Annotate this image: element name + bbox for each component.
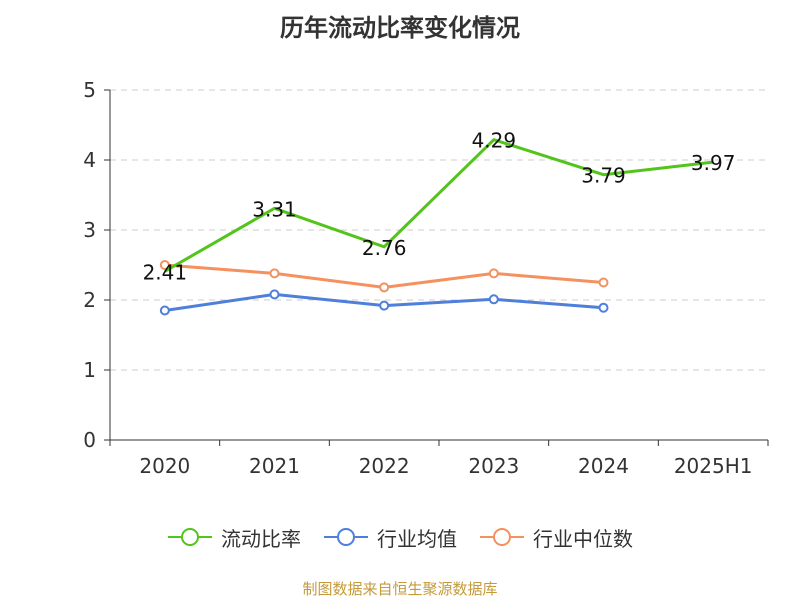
legend-item-industry-average[interactable]: 行业均值 xyxy=(323,523,457,552)
x-tick-label: 2022 xyxy=(359,454,410,478)
series-line xyxy=(164,138,714,273)
data-label: 3.97 xyxy=(691,151,736,175)
y-tick-label: 3 xyxy=(83,218,96,242)
source-note: 制图数据来自恒生聚源数据库 xyxy=(302,580,498,598)
data-label: 2.76 xyxy=(362,236,407,260)
legend-item-industry-median[interactable]: 行业中位数 xyxy=(479,523,633,552)
data-label: 2.41 xyxy=(143,260,188,284)
y-tick-label: 2 xyxy=(83,288,96,312)
x-tick-label: 2021 xyxy=(249,454,300,478)
data-point xyxy=(269,289,280,300)
y-tick-label: 4 xyxy=(83,148,96,172)
legend-line-icon xyxy=(168,528,212,546)
data-label: 3.31 xyxy=(252,197,297,221)
legend: 流动比率 行业均值 行业中位数 xyxy=(0,520,800,554)
data-label: 3.79 xyxy=(581,164,626,188)
data-point xyxy=(269,268,280,279)
x-tick-label: 2024 xyxy=(578,454,629,478)
data-label: 4.29 xyxy=(472,129,517,153)
legend-label: 行业均值 xyxy=(377,526,457,551)
data-point xyxy=(379,300,390,311)
legend-item-current-ratio[interactable]: 流动比率 xyxy=(167,523,301,552)
y-tick-label: 0 xyxy=(83,428,96,452)
data-point xyxy=(159,305,170,316)
legend-line-icon xyxy=(324,528,368,546)
data-point xyxy=(379,282,390,293)
legend-label: 行业中位数 xyxy=(533,526,633,551)
data-point xyxy=(598,302,609,313)
legend-label: 流动比率 xyxy=(221,526,301,551)
y-tick-label: 5 xyxy=(83,78,96,102)
data-point xyxy=(488,294,499,305)
chart-title: 历年流动比率变化情况 xyxy=(280,14,520,42)
x-tick-label: 2023 xyxy=(468,454,519,478)
y-tick-label: 1 xyxy=(83,358,96,382)
data-point xyxy=(159,260,170,270)
data-point xyxy=(488,268,499,279)
legend-line-icon xyxy=(480,528,524,546)
data-point xyxy=(598,277,609,288)
x-tick-label: 2025H1 xyxy=(674,454,753,478)
x-tick-label: 2020 xyxy=(139,454,190,478)
